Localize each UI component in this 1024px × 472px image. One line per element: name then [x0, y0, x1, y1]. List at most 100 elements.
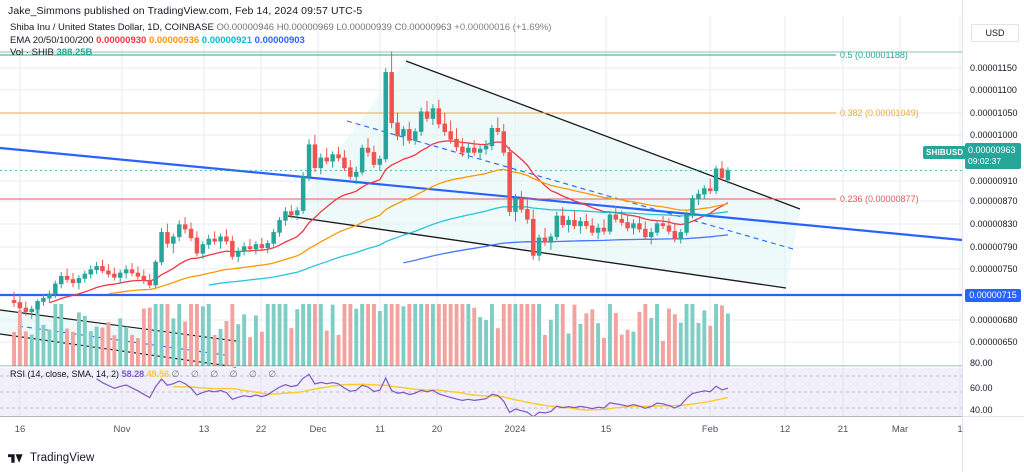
volume-bar: [466, 304, 471, 366]
candle-body: [418, 111, 424, 132]
price-tick-0: 0.00001150: [970, 63, 1017, 73]
price-tick-2: 0.00001050: [970, 108, 1018, 118]
volume-bar: [147, 307, 152, 366]
candle-body: [460, 146, 465, 153]
axis-separator: [962, 416, 1024, 417]
price-axis[interactable]: USD 0.00001150 0.00001100 0.00001050 0.0000…: [962, 0, 1024, 472]
volume-bar: [625, 329, 630, 366]
current-price-badge[interactable]: 0.00000963 09:02:37: [965, 143, 1021, 169]
volume-bar: [543, 335, 547, 366]
support-level-badge[interactable]: 0.00000715: [965, 289, 1021, 302]
volume-bar: [195, 304, 199, 366]
candle-body: [35, 301, 40, 310]
candle-body: [589, 225, 595, 233]
volume-bar: [472, 307, 477, 366]
rsi-pane[interactable]: [0, 368, 962, 418]
candle-body: [619, 218, 624, 223]
candle-body: [371, 152, 377, 165]
candle-body: [501, 131, 506, 153]
legend-ema-label[interactable]: EMA 20/50/100/200: [10, 34, 94, 46]
candle-body: [631, 223, 636, 229]
volume-bar: [383, 304, 388, 366]
volume-bar: [419, 304, 424, 366]
volume-bar: [720, 305, 724, 366]
descending-channel-upper[interactable]: [405, 60, 801, 210]
candle-body: [359, 147, 365, 173]
legend-volume-label[interactable]: Vol · SHIB: [10, 47, 54, 59]
price-tick-9: 0.00000680: [970, 315, 1018, 325]
volume-bar: [436, 304, 441, 366]
tradingview-logo-icon: [8, 453, 23, 463]
volume-bar: [484, 320, 488, 366]
candle-body: [684, 214, 689, 233]
candle-body: [70, 279, 76, 284]
candle-body: [265, 243, 270, 249]
candle-body: [194, 237, 200, 254]
volume-bar: [460, 304, 465, 366]
candle-body: [76, 278, 82, 284]
volume-bar: [401, 306, 406, 366]
volume-bar: [141, 308, 146, 366]
price-tick-1: 0.00001100: [970, 85, 1017, 95]
time-axis[interactable]: 16 Nov 13 22 Dec 11 20 2024 15 Feb 12 21 Mar 1: [0, 416, 963, 443]
ema-100-line: [208, 206, 728, 286]
main-price-pane[interactable]: [0, 16, 963, 368]
candle-body: [707, 188, 713, 192]
candle-body: [253, 244, 259, 250]
candle-body: [584, 221, 589, 227]
volume-bar: [678, 322, 683, 366]
volume-bar: [584, 313, 589, 366]
volume-bar: [413, 304, 418, 366]
volume-bar: [537, 304, 541, 366]
tradingview-brand-label: TradingView: [30, 452, 95, 464]
candle-body: [489, 128, 495, 147]
volume-bar: [608, 304, 612, 366]
candle-body: [377, 158, 383, 165]
candle-body: [666, 225, 672, 232]
candle-body: [230, 240, 235, 257]
time-tick-11: 21: [837, 424, 849, 435]
candle-body: [141, 275, 147, 281]
legend-ema200-value: 0.00000903: [254, 34, 305, 46]
blue-trendline[interactable]: [0, 146, 963, 242]
volume-bar: [112, 335, 117, 366]
volume-bar: [336, 334, 341, 366]
volume-bar: [289, 328, 294, 366]
candle-body: [554, 215, 560, 238]
volume-bar: [507, 304, 512, 366]
candle-body: [383, 72, 388, 160]
candle-body: [678, 232, 683, 240]
candlesticks: [11, 51, 731, 319]
attribution-text: Jake_Simmons published on TradingView.co…: [8, 5, 363, 17]
time-tick-12: Mar: [891, 424, 909, 435]
rsi-legend-title[interactable]: RSI (14, close, SMA, 14, 2): [10, 369, 120, 379]
volume-bar: [655, 304, 659, 366]
volume-bar: [454, 304, 459, 366]
candle-body: [82, 273, 88, 279]
legend-change: +0.00000016 (+1.69%): [454, 22, 552, 33]
candle-body: [330, 154, 335, 162]
candle-body: [165, 232, 170, 244]
candle-body: [153, 261, 158, 286]
candle-body: [177, 224, 182, 238]
legend-high-key: H: [276, 22, 284, 33]
volume-bar: [407, 304, 412, 366]
candle-body: [702, 188, 707, 195]
candle-body: [271, 232, 276, 244]
time-tick-6: 20: [431, 424, 443, 435]
volume-bar: [395, 304, 400, 366]
candle-body: [312, 144, 318, 168]
volume-bar: [77, 312, 81, 366]
legend-symbol[interactable]: Shiba Inu / United States Dollar, 1D, CO…: [10, 22, 214, 33]
candle-body: [100, 266, 105, 272]
volume-bar: [348, 304, 353, 366]
candle-body: [247, 246, 253, 250]
candle-body: [542, 237, 548, 243]
volume-bar: [572, 304, 577, 366]
candle-body: [442, 123, 447, 132]
volume-bar: [301, 304, 306, 366]
currency-unit-box[interactable]: USD: [971, 24, 1019, 42]
candle-body: [395, 122, 400, 137]
volume-bar: [684, 304, 689, 366]
